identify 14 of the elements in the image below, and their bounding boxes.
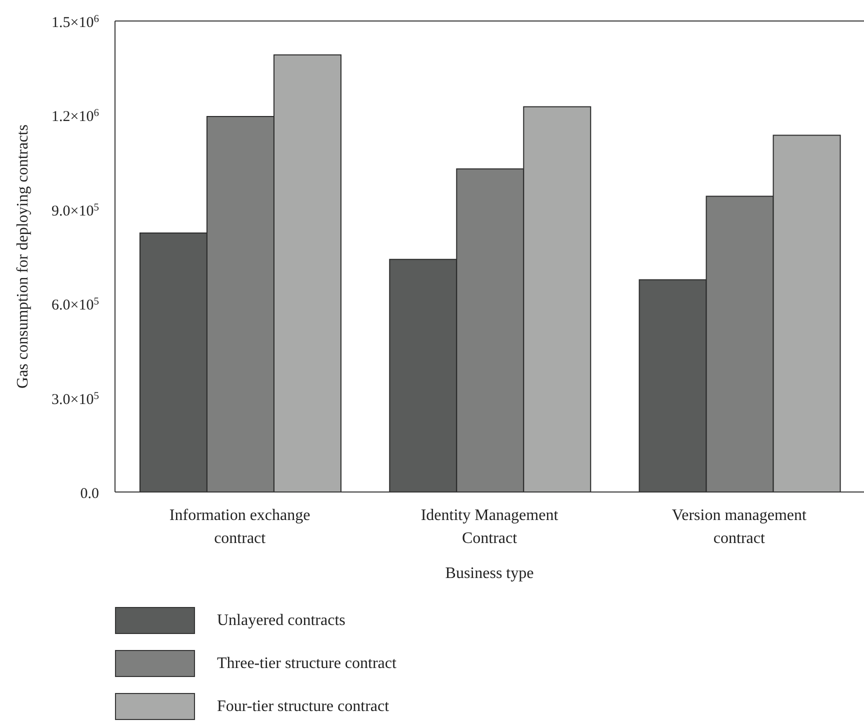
legend-label: Unlayered contracts bbox=[217, 612, 346, 630]
x-tick-label: Version management contract bbox=[672, 507, 808, 547]
y-tick-label: 3.0×10$^{5}$ bbox=[52, 390, 99, 408]
x-tick-label: Identity Management Contract bbox=[420, 507, 559, 547]
legend-label: Three-tier structure contract bbox=[217, 654, 396, 672]
y-tick-label: 1.2×10$^{6}$ bbox=[52, 108, 99, 126]
x-axis-title: Business type bbox=[445, 565, 534, 582]
legend-label: Four-tier structure contract bbox=[217, 698, 390, 716]
y-tick-label: 6.0×10$^{5}$ bbox=[52, 296, 99, 314]
y-axis-title: Gas consumption for deploying contracts bbox=[14, 124, 32, 388]
x-tick-label: Information exchange contract bbox=[169, 507, 310, 547]
y-tick-label: 9.0×10$^{5}$ bbox=[52, 202, 99, 220]
y-tick-label: 1.5×10$^{6}$ bbox=[52, 14, 99, 31]
y-tick-label: 0.0 bbox=[80, 486, 99, 502]
